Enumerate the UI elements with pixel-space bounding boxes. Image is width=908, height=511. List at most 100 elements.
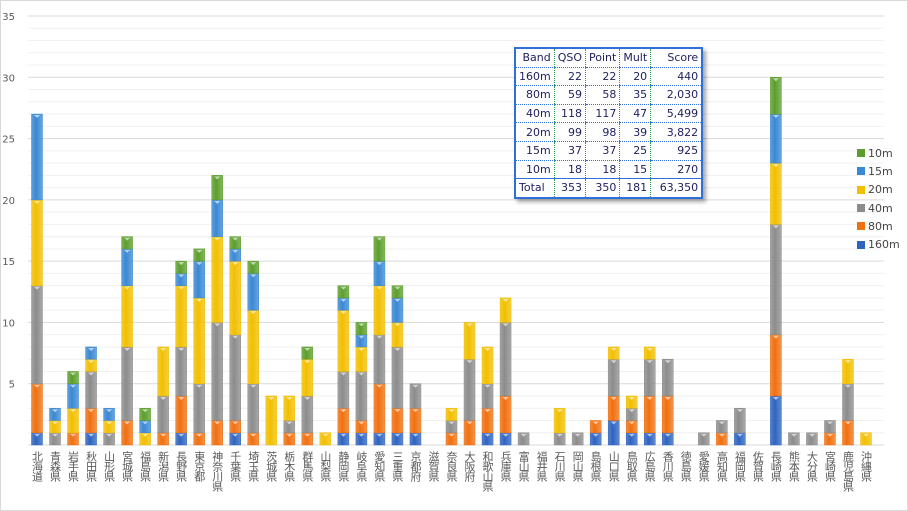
bar-bevel <box>718 421 725 425</box>
bar-bevel <box>772 225 779 229</box>
bar-segment-10m <box>373 236 386 262</box>
bar-segment-40m <box>229 334 241 421</box>
x-tick-label: 石川県 <box>553 451 566 483</box>
bar-segment-15m <box>85 346 97 360</box>
x-tick-label: 愛媛県 <box>697 451 710 483</box>
bar-bevel <box>88 360 95 364</box>
bar-segment-20m <box>319 432 332 446</box>
y-tick-label: 10 <box>2 318 15 329</box>
legend-item-40m: 40m <box>857 199 900 217</box>
bar-bevel <box>394 286 401 290</box>
bar-segment-10m <box>193 248 205 262</box>
cell: 37 <box>553 141 586 161</box>
cell: 40m <box>515 104 555 124</box>
bar-bevel <box>340 409 347 413</box>
bar-segment-20m <box>229 260 241 335</box>
bar-segment-10m <box>247 260 260 274</box>
bar-bevel <box>250 262 257 266</box>
bar-segment-20m <box>842 358 854 384</box>
bar-bevel <box>196 249 203 253</box>
bar-segment-20m <box>301 358 314 397</box>
bar-bevel <box>286 433 293 437</box>
bar-bevel <box>358 421 365 425</box>
bar-bevel <box>340 372 347 376</box>
bar-bevel <box>106 421 113 425</box>
bar-bevel <box>214 421 221 425</box>
bar-segment-20m <box>463 322 476 360</box>
cell: 117 <box>585 104 620 124</box>
bar-segment-80m <box>499 395 512 433</box>
legend-swatch <box>857 167 865 176</box>
x-tick-label: 富山県 <box>517 450 530 483</box>
bar-bevel <box>34 384 40 388</box>
bar-bevel <box>52 433 59 437</box>
bar-bevel <box>466 323 473 327</box>
bar-segment-15m <box>247 273 260 311</box>
bar-bevel <box>340 298 347 302</box>
cell: 98 <box>585 122 620 142</box>
y-tick-label: 30 <box>2 73 15 84</box>
bar-bevel <box>772 78 779 82</box>
cell: 59 <box>553 85 586 105</box>
x-tick-label: 千葉県 <box>229 451 242 483</box>
bar-bevel <box>646 433 653 437</box>
bar-bevel <box>88 372 95 376</box>
bar-segment-20m <box>211 236 223 323</box>
x-tick-label: 静岡県 <box>337 450 350 483</box>
bar-segment-40m <box>337 371 350 409</box>
table-row: 40m 118 117 47 5,499 <box>515 104 703 124</box>
bar-segment-40m <box>499 322 512 397</box>
bar-bevel <box>34 286 40 290</box>
x-tick-label: 愛知県 <box>373 451 386 483</box>
cell: 440 <box>650 67 703 87</box>
header-cell: Point <box>585 48 620 68</box>
bar-segment-40m <box>157 395 169 433</box>
bar-segment-40m <box>842 383 854 421</box>
x-tick-label: 和歌山県 <box>481 451 494 493</box>
cell: 25 <box>619 141 651 161</box>
cell: 39 <box>619 122 651 142</box>
bar-bevel <box>412 409 419 413</box>
x-tick-label: 群馬県 <box>301 450 314 483</box>
bar-segment-10m <box>121 236 133 250</box>
bar-bevel <box>556 409 563 413</box>
bar-bevel <box>376 384 383 388</box>
x-tick-label: 香川県 <box>661 451 674 483</box>
bar-segment-40m <box>770 224 782 335</box>
x-tick-label: 岡山県 <box>571 451 584 483</box>
bar-bevel <box>124 347 131 351</box>
cell: 353 <box>553 178 586 198</box>
bar-bevel <box>863 433 869 437</box>
bar-segment-20m <box>337 309 350 372</box>
bar-bevel <box>484 384 491 388</box>
bar-bevel <box>394 347 401 351</box>
bar-segment-80m <box>31 383 43 433</box>
legend-label: 40m <box>868 201 893 215</box>
bar-bevel <box>736 433 743 437</box>
legend-swatch <box>857 149 865 158</box>
bar-bevel <box>52 421 59 425</box>
bar-segment-40m <box>824 420 836 433</box>
bar-bevel <box>286 421 293 425</box>
bar-bevel <box>466 360 473 364</box>
bar-bevel <box>178 262 185 266</box>
bar-bevel <box>322 433 329 437</box>
x-tick-label: 北海道 <box>31 451 44 482</box>
legend-label: 160m <box>868 238 900 252</box>
legend-item-15m: 15m <box>857 162 900 180</box>
bar-segment-40m <box>698 432 710 446</box>
bar-bevel <box>124 421 131 425</box>
bar-segment-15m <box>103 407 115 421</box>
bar-bevel <box>196 384 203 388</box>
bar-bevel <box>610 360 617 364</box>
bar-segment-15m <box>211 199 223 237</box>
legend-label: 20m <box>868 183 893 197</box>
x-tick-label: 滋賀県 <box>427 451 440 483</box>
bar-segment-15m <box>121 248 133 286</box>
bar-bevel <box>376 237 383 241</box>
bar-bevel <box>790 433 797 437</box>
bar-segment-20m <box>770 162 782 225</box>
bar-segment-20m <box>860 432 872 446</box>
bar-bevel <box>124 237 131 241</box>
bar-segment-20m <box>193 297 205 384</box>
